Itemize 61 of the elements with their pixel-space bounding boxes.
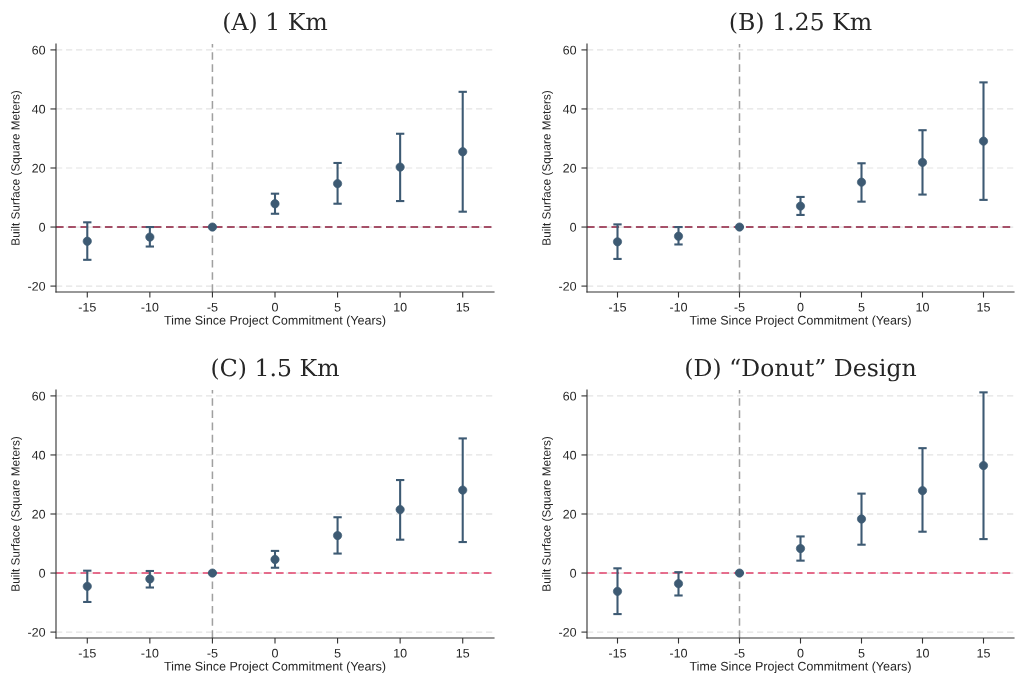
y-tick-label: 0 — [570, 222, 577, 232]
y-axis-title: Built Surface (Square Meters) — [10, 436, 22, 591]
x-tick-label: 5 — [334, 302, 341, 312]
x-tick-label: 5 — [858, 648, 865, 658]
y-tick-label: 20 — [563, 163, 577, 173]
y-tick-label: -20 — [28, 281, 46, 291]
chart-title: (C) 1.5 Km — [212, 358, 339, 380]
x-tick-label: -5 — [207, 648, 218, 658]
x-tick-label: 10 — [394, 302, 407, 312]
x-tick-label: -5 — [734, 302, 745, 312]
y-tick-label: -20 — [28, 627, 46, 637]
x-tick-label: -10 — [670, 302, 688, 312]
y-tick-label: 20 — [32, 163, 46, 173]
chart-title: (A) 1 Km — [224, 12, 328, 34]
y-tick-label: 20 — [32, 509, 46, 519]
x-tick-label: 0 — [272, 648, 278, 658]
y-tick-label: 0 — [39, 568, 46, 578]
x-axis-title: Time Since Project Commitment (Years) — [164, 661, 386, 674]
y-axis-title: Built Surface (Square Meters) — [541, 90, 553, 245]
point — [734, 222, 745, 232]
x-tick-label: 15 — [456, 648, 470, 658]
y-tick-label: 0 — [39, 222, 46, 232]
x-tick-label: 5 — [858, 302, 865, 312]
x-tick-label: -15 — [78, 648, 96, 658]
y-tick-label: 20 — [563, 509, 577, 519]
x-tick-label: 0 — [797, 648, 804, 658]
y-tick-label: 40 — [31, 104, 46, 114]
x-axis-title: Time Since Project Commitment (Years) — [689, 315, 911, 328]
y-tick-label: 40 — [562, 450, 577, 460]
y-tick-label: 0 — [570, 568, 577, 578]
x-tick-label: 15 — [977, 648, 990, 658]
x-tick-label: -5 — [207, 302, 218, 312]
x-tick-label: -15 — [609, 302, 627, 312]
chart-title: (B) 1.25 Km — [730, 12, 872, 34]
y-tick-label: -20 — [559, 281, 577, 291]
y-tick-label: 40 — [562, 104, 577, 114]
x-tick-label: 10 — [916, 648, 929, 658]
x-tick-label: -10 — [141, 302, 159, 312]
y-axis-title: Built Surface (Square Meters) — [10, 90, 22, 245]
x-tick-label: -15 — [609, 648, 627, 658]
y-tick-label: 60 — [563, 391, 577, 401]
x-tick-label: 0 — [797, 302, 804, 312]
x-tick-label: 15 — [456, 302, 470, 312]
y-tick-label: -20 — [559, 627, 577, 637]
x-tick-label: -10 — [141, 648, 159, 658]
chart-title: (D) “Donut” Design — [686, 358, 917, 382]
y-tick-label: 40 — [31, 450, 46, 460]
x-tick-label: -5 — [734, 648, 745, 658]
x-tick-label: -15 — [78, 302, 96, 312]
x-tick-label: 15 — [977, 302, 990, 312]
y-tick-label: 60 — [32, 391, 46, 401]
x-tick-label: -10 — [670, 648, 688, 658]
y-tick-label: 60 — [32, 45, 46, 55]
x-tick-label: 5 — [334, 648, 341, 658]
y-tick-label: 60 — [563, 45, 577, 55]
x-tick-label: 10 — [916, 302, 929, 312]
x-tick-label: 0 — [272, 302, 278, 312]
x-axis-title: Time Since Project Commitment (Years) — [689, 661, 911, 674]
y-axis-title: Built Surface (Square Meters) — [541, 436, 553, 591]
x-tick-label: 10 — [394, 648, 407, 658]
x-axis-title: Time Since Project Commitment (Years) — [164, 315, 386, 328]
